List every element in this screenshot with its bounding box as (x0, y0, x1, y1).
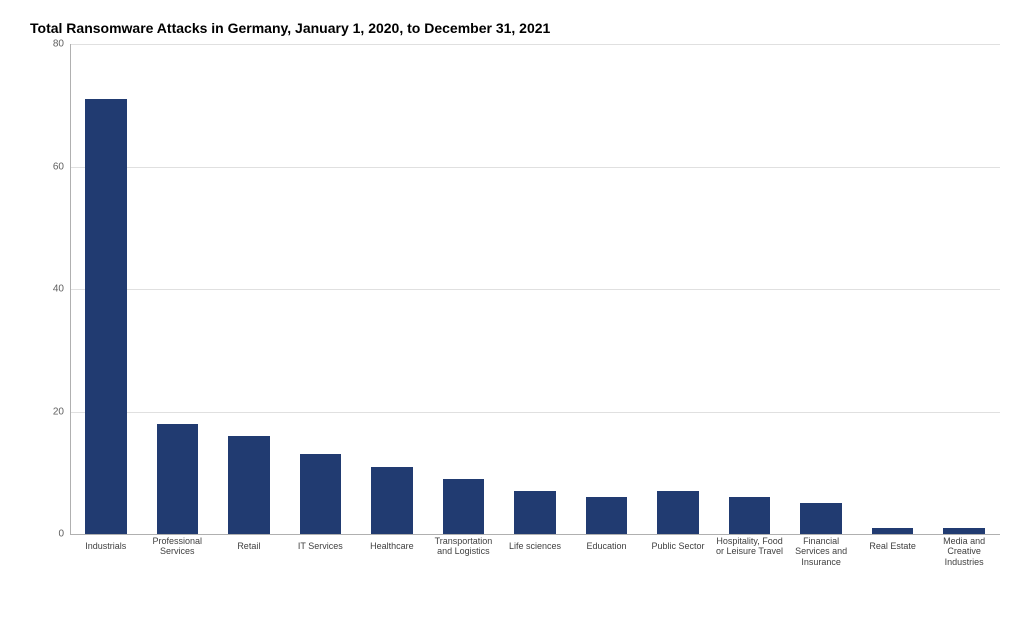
bar-slot (356, 44, 428, 534)
chart-title: Total Ransomware Attacks in Germany, Jan… (30, 20, 994, 36)
bar-slot (571, 44, 643, 534)
bar (586, 497, 627, 534)
y-tick-label: 80 (53, 39, 64, 50)
bar-slot (213, 44, 285, 534)
bar-slot (499, 44, 571, 534)
x-label-slot: Life sciences (499, 536, 571, 570)
x-label-slot: Public Sector (642, 536, 714, 570)
x-label-slot: Healthcare (356, 536, 428, 570)
x-axis-labels: Industrials Professional Services Retail IT… (70, 536, 1000, 570)
x-tick-label: Transportation and Logistics (430, 536, 498, 557)
bar (228, 436, 269, 534)
x-label-slot: Industrials (70, 536, 142, 570)
x-tick-label: Professional Services (144, 536, 212, 557)
plot-area: 020406080 IndustrialsProfessional Servic… (40, 44, 1000, 564)
bar-slot (785, 44, 857, 534)
bar (85, 99, 126, 534)
x-label-slot: Financial Services and Insurance (785, 536, 857, 570)
bar-slot (428, 44, 500, 534)
bar-slot (642, 44, 714, 534)
bar-slot (142, 44, 214, 534)
x-label-slot: Retail (213, 536, 285, 570)
bar (443, 479, 484, 534)
bar (300, 454, 341, 534)
x-label-slot: Real Estate (857, 536, 929, 570)
bar-slot (857, 44, 929, 534)
x-tick-label: Retail (237, 541, 260, 551)
bar (657, 491, 698, 534)
x-tick-label: Life sciences (509, 541, 561, 551)
x-tick-label: Education (586, 541, 626, 551)
chart-container: Total Ransomware Attacks in Germany, Jan… (0, 0, 1024, 630)
x-label-slot: Hospitality, Food or Leisure Travel (714, 536, 786, 570)
x-label-slot: IT Services (285, 536, 357, 570)
x-tick-label: Hospitality, Food or Leisure Travel (716, 536, 784, 557)
x-tick-label: IT Services (298, 541, 343, 551)
bars-group (70, 44, 1000, 534)
x-tick-label: Public Sector (652, 541, 705, 551)
x-label-slot: Education (571, 536, 643, 570)
bar (157, 424, 198, 534)
bar (371, 467, 412, 534)
bar-slot (285, 44, 357, 534)
x-label-slot: Professional Services (142, 536, 214, 570)
x-label-slot: Transportation and Logistics (428, 536, 500, 570)
bar (729, 497, 770, 534)
x-tick-label: Real Estate (869, 541, 916, 551)
x-tick-label: Financial Services and Insurance (787, 536, 855, 567)
bar (872, 528, 913, 534)
x-tick-label: Healthcare (370, 541, 414, 551)
y-tick-label: 20 (53, 406, 64, 417)
y-tick-label: 40 (53, 284, 64, 295)
bar-slot (714, 44, 786, 534)
bar (943, 528, 984, 534)
x-tick-label: Industrials (85, 541, 126, 551)
x-axis-line (70, 534, 1000, 535)
y-axis: 020406080 (40, 44, 70, 564)
y-tick-label: 0 (58, 529, 64, 540)
x-tick-label: Media and Creative Industries (930, 536, 998, 567)
bar (800, 503, 841, 534)
y-tick-label: 60 (53, 161, 64, 172)
bar-slot (70, 44, 142, 534)
bar-slot (928, 44, 1000, 534)
x-label-slot: Media and Creative Industries (928, 536, 1000, 570)
bar (514, 491, 555, 534)
